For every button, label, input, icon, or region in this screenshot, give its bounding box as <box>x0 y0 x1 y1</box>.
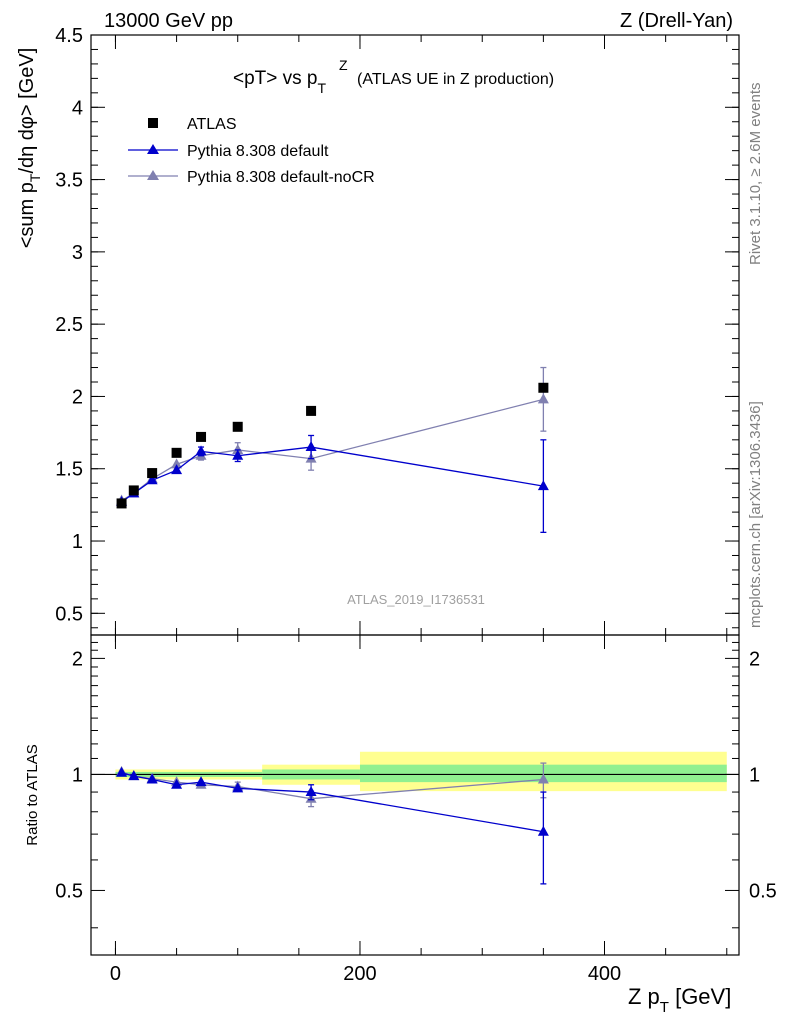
data-point-triangle <box>232 443 244 454</box>
data-point-square <box>128 485 139 496</box>
plot-title: <pT> vs pT Z (ATLAS UE in Z production) <box>233 57 554 96</box>
legend-label-nocr: Pythia 8.308 default-noCR <box>187 169 375 186</box>
ratio-ylabel: Ratio to ATLAS <box>24 744 41 845</box>
ratio-ytick-label: 0.5 <box>55 880 83 902</box>
data-point-triangle <box>305 441 317 452</box>
ratio-uncertainty-bands <box>91 751 739 792</box>
data-point-triangle <box>146 773 158 784</box>
data-point-triangle <box>232 449 244 460</box>
mcplots-label: mcplots.cern.ch [arXiv:1306.3436] <box>747 401 764 628</box>
legend-marker-default <box>147 144 159 154</box>
ratio-xtick-label: 0 <box>110 963 121 985</box>
data-point-square <box>147 468 158 479</box>
ratio-ytick-label-right: 2 <box>749 648 760 670</box>
main-ytick-label: 4.5 <box>55 25 83 47</box>
main-ytick-label: 3 <box>72 242 83 264</box>
plot-title-suffix: (ATLAS UE in Z production) <box>357 71 554 88</box>
data-point-triangle <box>537 773 549 784</box>
main-ytick-label: 2.5 <box>55 314 83 336</box>
data-point-square <box>306 405 317 416</box>
legend-label-default: Pythia 8.308 default <box>187 143 329 160</box>
ratio-ytick-label-right: 0.5 <box>749 880 777 902</box>
data-point-triangle <box>232 782 244 793</box>
ratio-ytick-label: 1 <box>72 764 83 786</box>
main-ytick-label: 1.5 <box>55 459 83 481</box>
plot-title-sub: T <box>318 80 327 96</box>
data-point-triangle <box>537 825 549 836</box>
main-ytick-label: 2 <box>72 386 83 408</box>
data-point-square <box>538 382 549 393</box>
xlabel: Z pT [GeV] <box>628 984 731 1016</box>
ratio-axes: 0.5 0.5 1 1 2 2 0 200 400 <box>55 635 777 985</box>
main-ytick-label: 4 <box>72 97 83 119</box>
main-axes: 0.5 1 1.5 2 2.5 3 3.5 4 4.5 <box>55 25 739 635</box>
svg-text:<pT> vs pT: <pT> vs pT <box>233 68 327 96</box>
main-ytick-label: 3.5 <box>55 170 83 192</box>
data-point-square <box>196 431 207 442</box>
ratio-series-layer <box>116 762 549 885</box>
data-point-square <box>116 498 127 509</box>
plot-title-sup: Z <box>339 57 348 73</box>
legend-label-atlas: ATLAS <box>187 116 237 133</box>
legend-marker-nocr <box>147 170 159 180</box>
ratio-ytick-label-right: 1 <box>749 764 760 786</box>
data-point-triangle <box>116 766 128 777</box>
data-point-triangle <box>171 458 183 469</box>
data-point-triangle <box>195 776 207 787</box>
legend: ATLAS Pythia 8.308 default Pythia 8.308 … <box>128 116 375 186</box>
data-point-triangle <box>171 778 183 789</box>
header-right-label: Z (Drell-Yan) <box>620 10 733 32</box>
series-line <box>121 446 544 503</box>
data-point-triangle <box>171 464 183 475</box>
ratio-ytick-label: 2 <box>72 648 83 670</box>
rivet-label: Rivet 3.1.10, ≥ 2.6M events <box>747 83 764 266</box>
ratio-xtick-label: 200 <box>343 963 376 985</box>
ratio-frame <box>90 634 740 956</box>
series-line <box>121 398 544 502</box>
main-series-layer <box>116 366 549 533</box>
ratio-xtick-label: 400 <box>588 963 621 985</box>
data-point-triangle <box>537 393 549 404</box>
main-ytick-label: 0.5 <box>55 603 83 625</box>
data-point-square <box>171 447 182 458</box>
data-point-triangle <box>537 480 549 491</box>
data-point-square <box>232 421 243 432</box>
plot-title-main: <pT> vs p <box>233 68 318 89</box>
svg-text:Z pT [GeV]: Z pT [GeV] <box>628 984 731 1016</box>
svg-text:<sum pT/dη dφ> [GeV]: <sum pT/dη dφ> [GeV] <box>16 48 43 249</box>
header-left-label: 13000 GeV pp <box>104 10 233 32</box>
analysis-watermark: ATLAS_2019_I1736531 <box>347 592 485 607</box>
data-point-triangle <box>195 445 207 456</box>
main-ylabel: <sum pT/dη dφ> [GeV] <box>16 48 43 249</box>
legend-marker-atlas <box>148 118 158 128</box>
data-point-triangle <box>128 770 140 781</box>
main-ytick-label: 1 <box>72 531 83 553</box>
data-point-triangle <box>305 786 317 797</box>
data-point-triangle <box>146 474 158 485</box>
